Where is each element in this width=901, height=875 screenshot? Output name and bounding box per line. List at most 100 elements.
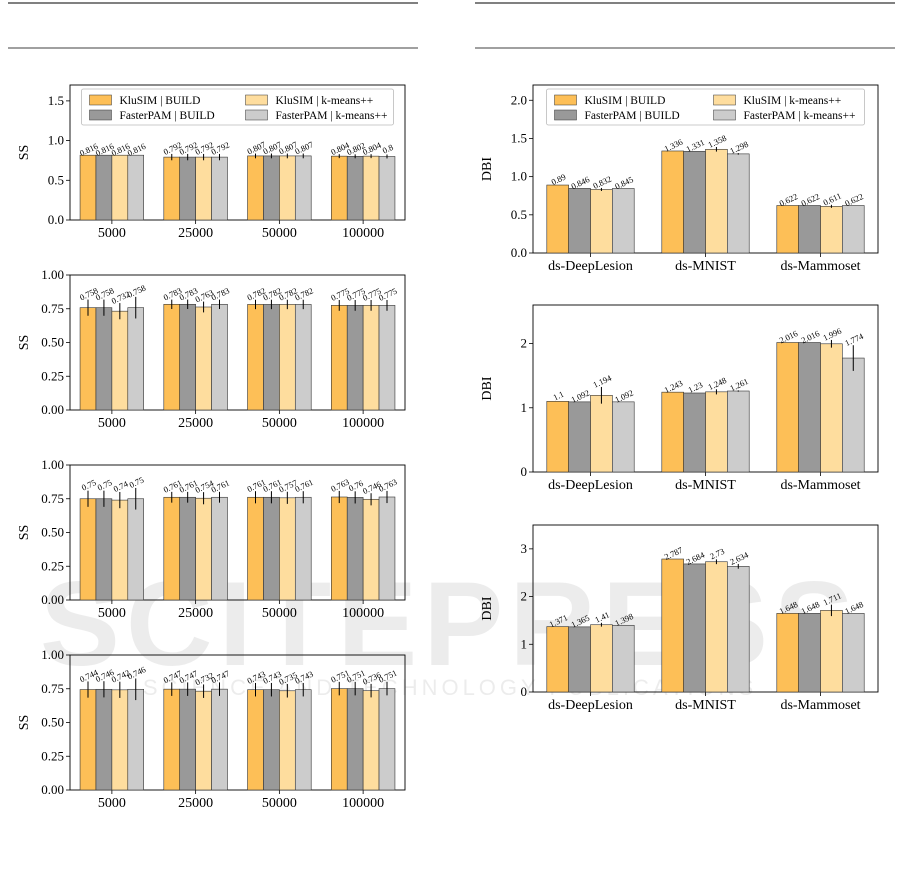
- bar: [247, 304, 264, 411]
- x-tick-label: 5000: [98, 796, 126, 811]
- legend: KluSIM | BUILD FasterPAM | BUILD KluSIM | …: [546, 88, 865, 126]
- bar: [346, 305, 364, 411]
- data-label: 1.996: [821, 326, 843, 343]
- chart-panel-2: 0.000.250.500.751.00SS50000.7580.7580.73…: [17, 267, 406, 431]
- y-axis-label: DBI: [480, 157, 495, 181]
- bar: [95, 307, 113, 411]
- bar: [842, 205, 865, 254]
- bar: [727, 153, 750, 254]
- bar: [263, 155, 280, 221]
- bar: [776, 613, 799, 693]
- bar: [362, 305, 380, 411]
- y-tick-label: 0: [521, 464, 528, 479]
- bar: [798, 342, 821, 473]
- y-tick-label: 0.50: [41, 715, 64, 730]
- y-tick-label: 1.00: [41, 647, 64, 662]
- bar: [195, 497, 212, 601]
- x-tick-label: 100000: [342, 606, 384, 621]
- bar: [111, 154, 129, 221]
- y-tick-label: 2: [521, 336, 528, 351]
- y-axis-label: SS: [17, 145, 32, 161]
- y-tick-label: 0.5: [511, 207, 527, 222]
- bar: [211, 688, 228, 791]
- bar: [776, 342, 799, 473]
- x-tick-label: 50000: [262, 226, 297, 241]
- data-label: 1.194: [591, 372, 613, 389]
- legend-swatch: [554, 94, 577, 106]
- bar: [111, 310, 129, 411]
- x-tick-label: ds-MNIST: [675, 698, 736, 713]
- legend-box: [546, 88, 865, 126]
- bar: [127, 307, 144, 411]
- y-tick-label: 3: [521, 541, 528, 556]
- bar: [279, 155, 296, 221]
- bar: [279, 497, 296, 601]
- legend-swatch: [554, 109, 577, 121]
- bar: [127, 688, 144, 791]
- bar: [362, 498, 380, 601]
- bar: [79, 689, 97, 791]
- data-label: 1.358: [706, 133, 728, 150]
- data-label: 0.8: [381, 142, 395, 156]
- legend-label: KluSIM | k-means++: [276, 95, 374, 107]
- bar: [179, 496, 196, 601]
- x-tick-label: ds-Mammoset: [780, 478, 860, 493]
- y-tick-label: 1: [521, 400, 528, 415]
- chart-panel-1: 0.00.51.01.5SS50000.8160.8160.8160.81625…: [17, 84, 406, 241]
- bar: [111, 499, 129, 601]
- bar: [279, 304, 296, 411]
- y-tick-label: 1.0: [48, 133, 64, 148]
- bar: [79, 307, 97, 411]
- bar: [661, 391, 684, 473]
- data-label: 0.763: [377, 477, 399, 494]
- x-tick-label: 100000: [342, 796, 384, 811]
- data-label: 0.782: [293, 285, 315, 302]
- x-tick-label: 50000: [262, 416, 297, 431]
- bar: [683, 392, 706, 473]
- bar: [362, 155, 380, 221]
- y-tick-label: 0.0: [511, 245, 527, 260]
- bar: [661, 150, 684, 254]
- y-axis-label: DBI: [480, 596, 495, 620]
- bar: [612, 188, 635, 254]
- bar: [378, 305, 396, 411]
- bar: [111, 689, 129, 791]
- bar: [247, 155, 264, 221]
- legend-swatch: [713, 109, 736, 121]
- bar: [195, 306, 212, 411]
- bar: [79, 498, 97, 601]
- data-label: 0.807: [293, 139, 315, 156]
- y-tick-label: 0.75: [41, 301, 64, 316]
- bar: [163, 303, 181, 411]
- bar: [612, 401, 635, 473]
- bar: [163, 496, 181, 601]
- bar: [330, 688, 348, 791]
- y-axis-label: SS: [17, 715, 32, 731]
- bar: [842, 357, 865, 473]
- bar: [661, 558, 684, 693]
- y-tick-label: 1.00: [41, 267, 64, 282]
- x-tick-label: ds-Mammoset: [780, 259, 860, 274]
- bar: [346, 156, 364, 221]
- legend-swatch: [89, 94, 112, 106]
- bar: [195, 156, 212, 221]
- bar: [727, 566, 750, 693]
- legend-label: KluSIM | BUILD: [585, 95, 666, 107]
- bar: [705, 561, 728, 693]
- x-tick-label: ds-DeepLesion: [548, 259, 633, 274]
- x-tick-label: ds-DeepLesion: [548, 698, 633, 713]
- bar: [163, 156, 181, 221]
- watermark-subtext: SCIENCE AND TECHNOLOGY PUBLICATIONS: [143, 675, 757, 700]
- y-axis-label: DBI: [480, 376, 495, 400]
- y-tick-label: 2.0: [511, 92, 527, 107]
- bar: [179, 688, 196, 791]
- bar: [362, 690, 380, 791]
- data-label: 0.89: [550, 172, 568, 187]
- x-tick-label: 25000: [178, 416, 213, 431]
- legend: KluSIM | BUILD FasterPAM | BUILD KluSIM | …: [81, 88, 394, 126]
- bar: [590, 624, 613, 693]
- x-tick-label: ds-MNIST: [675, 478, 736, 493]
- bar: [546, 184, 569, 254]
- bar: [211, 496, 228, 601]
- legend-label: FasterPAM | BUILD: [585, 110, 680, 122]
